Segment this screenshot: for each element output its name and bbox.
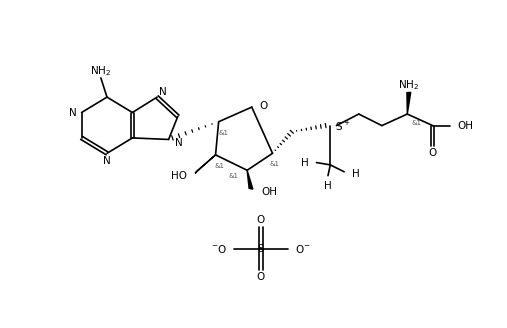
Text: &1: &1 <box>218 130 228 135</box>
Polygon shape <box>195 155 215 173</box>
Text: N: N <box>159 87 167 97</box>
Polygon shape <box>407 92 411 114</box>
Text: OH: OH <box>262 187 278 197</box>
Text: N: N <box>103 156 111 166</box>
Text: O: O <box>257 272 265 282</box>
Polygon shape <box>247 170 253 189</box>
Text: S$^+$: S$^+$ <box>335 120 350 133</box>
Text: &1: &1 <box>269 161 279 167</box>
Text: OH: OH <box>457 121 474 131</box>
Text: NH$_2$: NH$_2$ <box>399 78 419 92</box>
Text: O: O <box>257 215 265 225</box>
Text: N: N <box>175 137 183 148</box>
Text: H: H <box>324 181 332 191</box>
Text: O: O <box>428 148 437 157</box>
Text: NH$_2$: NH$_2$ <box>90 64 112 78</box>
Text: $^{-}$O: $^{-}$O <box>211 243 227 255</box>
Text: HO: HO <box>171 171 187 181</box>
Text: S: S <box>258 244 264 254</box>
Text: H: H <box>352 169 359 179</box>
Text: &1: &1 <box>228 174 238 179</box>
Text: H: H <box>301 157 309 168</box>
Text: &1: &1 <box>214 163 225 169</box>
Text: N: N <box>69 108 77 117</box>
Text: O: O <box>260 101 268 111</box>
Text: &1: &1 <box>412 120 421 126</box>
Text: O$^{-}$: O$^{-}$ <box>295 243 310 255</box>
